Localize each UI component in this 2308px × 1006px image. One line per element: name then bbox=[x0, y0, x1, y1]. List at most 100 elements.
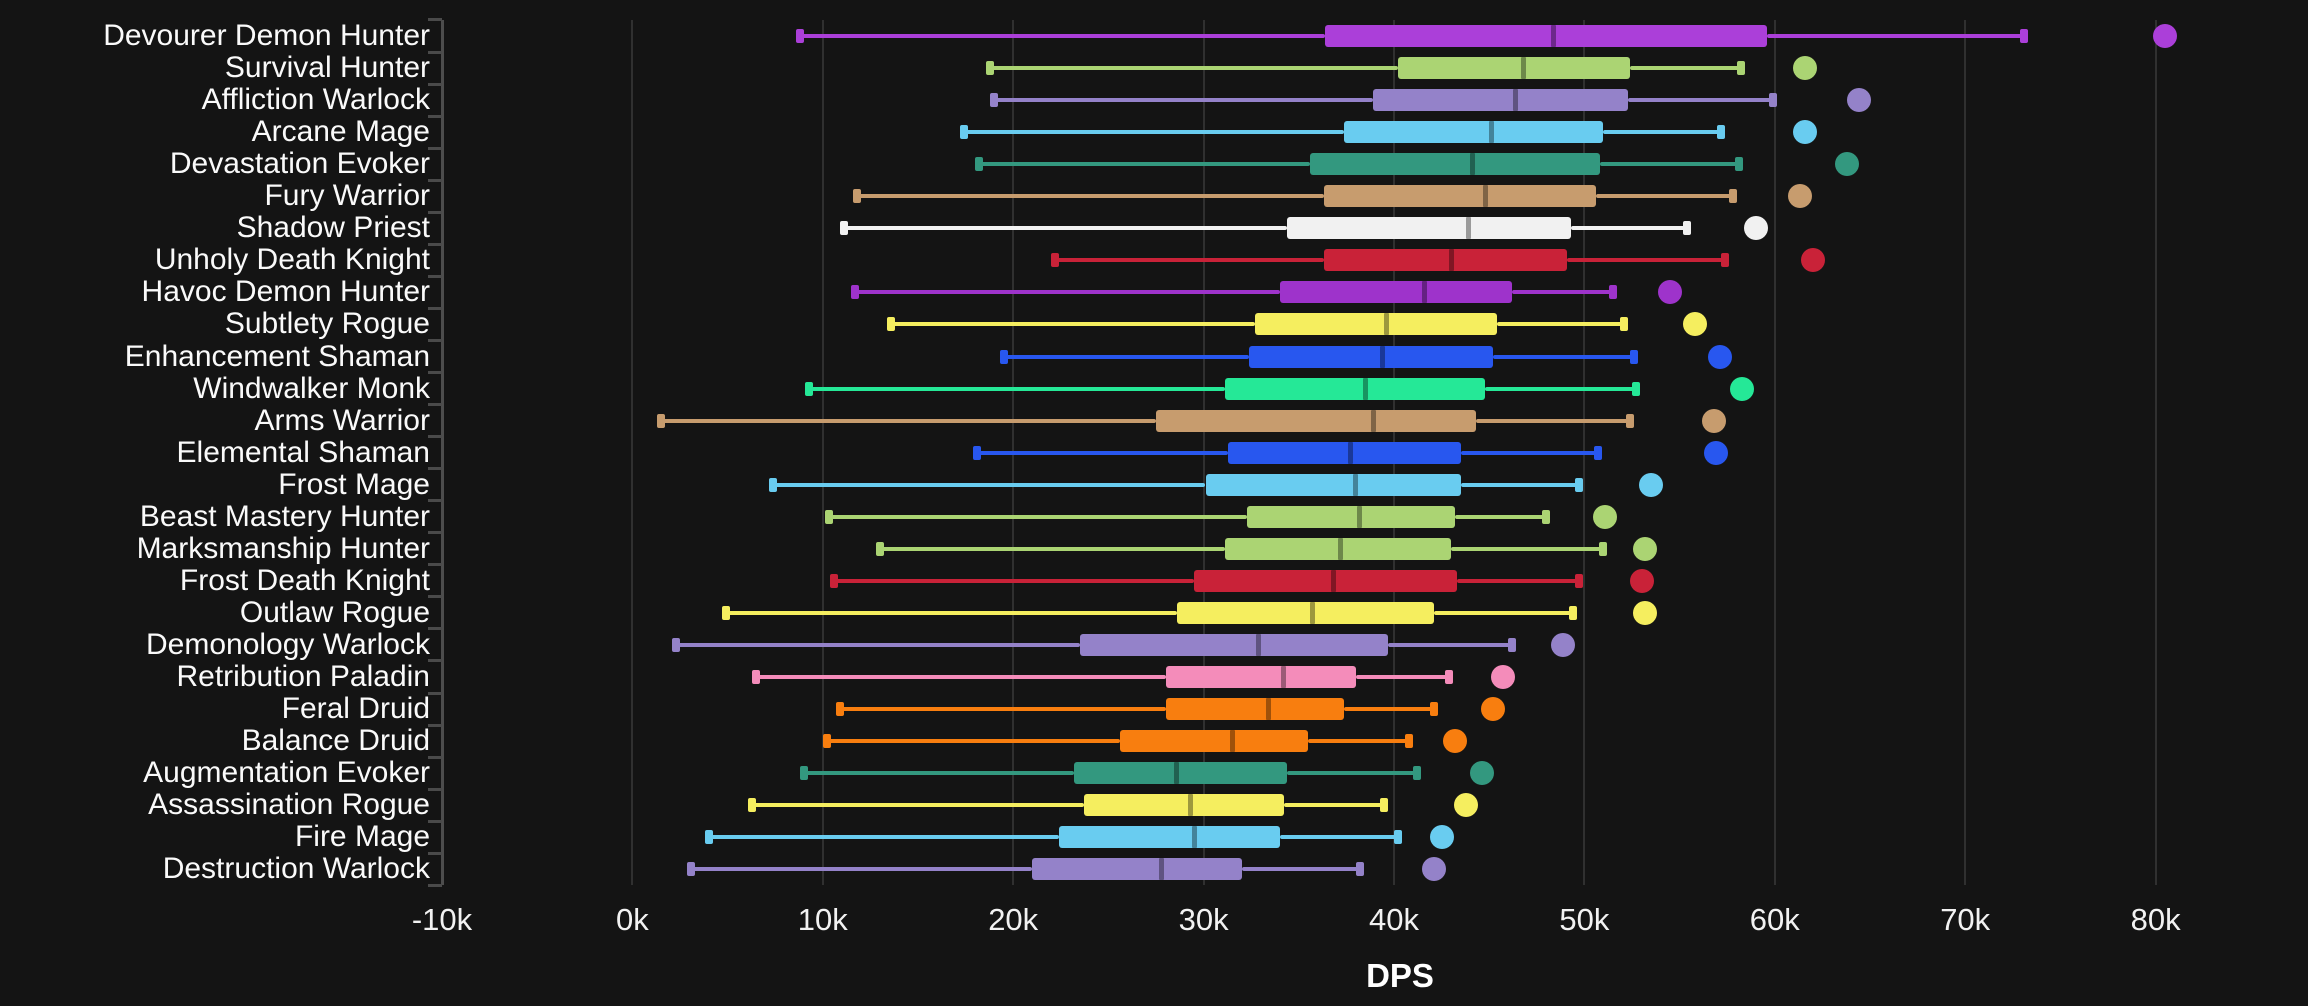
outlier-dot[interactable] bbox=[1707, 344, 1732, 369]
whisker-cap-low bbox=[839, 221, 848, 236]
outlier-dot[interactable] bbox=[1682, 312, 1707, 337]
outlier-dot[interactable] bbox=[1633, 600, 1658, 625]
whisker-left-line bbox=[994, 98, 1374, 103]
whisker-cap-high bbox=[1568, 605, 1577, 620]
iqr-box[interactable] bbox=[1119, 730, 1309, 753]
iqr-box[interactable] bbox=[1279, 281, 1513, 304]
outlier-dot[interactable] bbox=[1551, 632, 1576, 657]
iqr-box[interactable] bbox=[1287, 217, 1572, 240]
outlier-dot[interactable] bbox=[1730, 376, 1755, 401]
median-line bbox=[1380, 345, 1386, 368]
iqr-box[interactable] bbox=[1224, 537, 1452, 560]
outlier-dot[interactable] bbox=[1639, 472, 1664, 497]
iqr-box[interactable] bbox=[1397, 57, 1631, 80]
outlier-dot[interactable] bbox=[1629, 568, 1654, 593]
iqr-box[interactable] bbox=[1156, 409, 1476, 432]
whisker-cap-high bbox=[1445, 670, 1454, 684]
iqr-box[interactable] bbox=[1074, 762, 1288, 785]
outlier-dot[interactable] bbox=[1658, 280, 1683, 305]
outlier-dot[interactable] bbox=[2153, 24, 2178, 48]
iqr-box[interactable] bbox=[1165, 666, 1356, 688]
axis-boundary-tick bbox=[428, 242, 442, 246]
axis-boundary-tick bbox=[428, 563, 442, 567]
iqr-box[interactable] bbox=[1205, 473, 1461, 496]
whisker-right-line bbox=[1485, 386, 1636, 391]
row-label: Destruction Warlock bbox=[162, 852, 430, 886]
x-axis-title: DPS bbox=[1366, 957, 1434, 994]
axis-boundary-tick bbox=[428, 146, 442, 150]
iqr-box[interactable] bbox=[1249, 345, 1493, 368]
iqr-box[interactable] bbox=[1165, 698, 1345, 721]
outlier-dot[interactable] bbox=[1703, 440, 1728, 465]
whisker-left-line bbox=[756, 675, 1166, 679]
outlier-dot[interactable] bbox=[1593, 504, 1618, 529]
outlier-dot[interactable] bbox=[1454, 793, 1479, 818]
iqr-box[interactable] bbox=[1228, 441, 1461, 464]
outlier-dot[interactable] bbox=[1421, 857, 1446, 882]
outlier-dot[interactable] bbox=[1633, 536, 1658, 561]
x-tick-label: 40k bbox=[1369, 902, 1419, 937]
iqr-box[interactable] bbox=[1032, 858, 1242, 881]
iqr-box[interactable] bbox=[1247, 505, 1455, 528]
median-line bbox=[1187, 794, 1193, 817]
axis-boundary-tick bbox=[428, 114, 442, 118]
x-gridline bbox=[2154, 20, 2157, 885]
axis-boundary-tick bbox=[428, 338, 442, 342]
whisker-left-line bbox=[879, 546, 1225, 551]
whisker-left-line bbox=[978, 162, 1311, 167]
outlier-dot[interactable] bbox=[1429, 825, 1454, 850]
median-line bbox=[1362, 377, 1368, 400]
axis-boundary-tick bbox=[428, 371, 442, 375]
x-tick-label: 60k bbox=[1749, 902, 1800, 937]
median-line bbox=[1281, 666, 1287, 688]
whisker-cap-high bbox=[1574, 573, 1583, 588]
outlier-dot[interactable] bbox=[1469, 761, 1494, 786]
iqr-box[interactable] bbox=[1323, 185, 1596, 208]
axis-boundary-tick bbox=[428, 178, 442, 182]
iqr-box[interactable] bbox=[1255, 313, 1497, 336]
whisker-cap-high bbox=[1429, 702, 1438, 717]
iqr-box[interactable] bbox=[1344, 121, 1604, 144]
outlier-dot[interactable] bbox=[1481, 697, 1505, 722]
axis-boundary-tick bbox=[428, 691, 442, 695]
axis-boundary-tick bbox=[428, 499, 442, 503]
outlier-dot[interactable] bbox=[1787, 184, 1812, 209]
outlier-dot[interactable] bbox=[1800, 248, 1825, 273]
row-label: Marksmanship Hunter bbox=[136, 531, 430, 565]
outlier-dot[interactable] bbox=[1442, 729, 1467, 754]
x-tick-label: 0k bbox=[616, 902, 649, 937]
row-label: Survival Hunter bbox=[224, 51, 430, 85]
whisker-cap-low bbox=[853, 189, 862, 204]
whisker-left-line bbox=[1055, 258, 1324, 263]
iqr-box[interactable] bbox=[1373, 89, 1629, 112]
whisker-cap-low bbox=[799, 766, 808, 781]
iqr-box[interactable] bbox=[1058, 826, 1280, 849]
outlier-dot[interactable] bbox=[1701, 408, 1726, 433]
outlier-dot[interactable] bbox=[1835, 152, 1860, 177]
whisker-cap-low bbox=[835, 702, 844, 717]
iqr-box[interactable] bbox=[1079, 633, 1389, 656]
iqr-box[interactable] bbox=[1083, 794, 1284, 817]
iqr-box[interactable] bbox=[1310, 153, 1600, 176]
outlier-dot[interactable] bbox=[1793, 120, 1818, 145]
iqr-box[interactable] bbox=[1194, 569, 1457, 592]
whisker-right-line bbox=[1241, 867, 1360, 872]
iqr-box[interactable] bbox=[1224, 377, 1486, 400]
whisker-cap-low bbox=[752, 670, 761, 684]
whisker-right-line bbox=[1630, 66, 1741, 71]
iqr-box[interactable] bbox=[1323, 249, 1568, 272]
axis-boundary-tick bbox=[428, 210, 442, 214]
outlier-dot[interactable] bbox=[1793, 56, 1818, 81]
outlier-dot[interactable] bbox=[1846, 88, 1871, 113]
iqr-box[interactable] bbox=[1176, 601, 1434, 624]
outlier-dot[interactable] bbox=[1743, 216, 1768, 241]
whisker-cap-high bbox=[1593, 445, 1602, 460]
x-tick-label: -10k bbox=[411, 902, 473, 937]
axis-boundary-tick bbox=[428, 755, 442, 759]
axis-boundary-tick bbox=[428, 274, 442, 278]
axis-boundary-tick bbox=[428, 723, 442, 727]
iqr-box[interactable] bbox=[1325, 25, 1768, 47]
whisker-right-line bbox=[1460, 482, 1579, 487]
outlier-dot[interactable] bbox=[1490, 665, 1515, 689]
